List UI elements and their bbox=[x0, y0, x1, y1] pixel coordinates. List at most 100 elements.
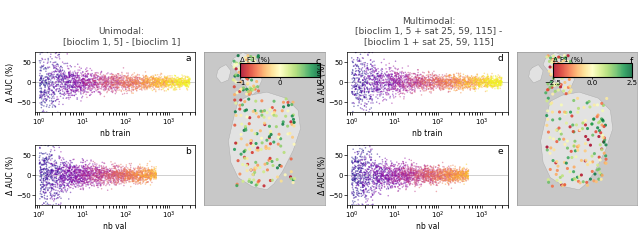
Point bbox=[426, 172, 436, 176]
Point bbox=[88, 178, 99, 181]
Point bbox=[396, 177, 406, 181]
Point bbox=[355, 57, 365, 61]
Point bbox=[86, 173, 96, 177]
Point bbox=[493, 73, 503, 77]
Point bbox=[401, 174, 411, 178]
Point bbox=[152, 80, 162, 84]
Point bbox=[47, 89, 57, 93]
Point bbox=[397, 70, 407, 74]
Point bbox=[356, 176, 366, 179]
Point bbox=[431, 173, 442, 177]
Point bbox=[92, 84, 102, 88]
Point bbox=[372, 169, 382, 173]
Point bbox=[422, 169, 433, 173]
Point bbox=[351, 64, 362, 68]
Point bbox=[483, 85, 493, 89]
Point bbox=[86, 178, 96, 181]
Point bbox=[442, 78, 452, 82]
Point bbox=[182, 80, 193, 84]
Point bbox=[76, 66, 86, 70]
Point bbox=[46, 171, 56, 174]
Point bbox=[371, 173, 381, 177]
Point bbox=[57, 175, 67, 179]
Point bbox=[366, 195, 376, 199]
Point bbox=[446, 178, 456, 182]
Point bbox=[45, 60, 56, 64]
Point bbox=[420, 169, 430, 173]
Point bbox=[49, 176, 60, 180]
Point bbox=[68, 187, 78, 190]
Point bbox=[133, 170, 143, 174]
Point bbox=[128, 85, 138, 89]
Point bbox=[113, 172, 124, 176]
Point bbox=[65, 71, 76, 75]
Point bbox=[68, 70, 78, 74]
Point bbox=[74, 173, 84, 177]
Point bbox=[438, 80, 449, 84]
Point bbox=[177, 83, 188, 87]
Point bbox=[54, 168, 64, 171]
Point bbox=[180, 82, 190, 86]
Point bbox=[59, 183, 69, 187]
Point bbox=[370, 187, 380, 191]
Point bbox=[42, 78, 52, 82]
Point bbox=[392, 78, 402, 81]
Point bbox=[111, 173, 122, 177]
Point bbox=[463, 77, 473, 81]
Point bbox=[380, 180, 390, 184]
Point bbox=[439, 179, 449, 183]
Point bbox=[360, 184, 370, 188]
Point bbox=[441, 81, 451, 84]
Point bbox=[48, 177, 58, 181]
Point bbox=[98, 83, 108, 86]
Point bbox=[546, 72, 556, 76]
Point bbox=[412, 82, 422, 85]
Point bbox=[125, 171, 135, 175]
Point bbox=[36, 91, 46, 95]
Point bbox=[62, 163, 72, 167]
Point bbox=[76, 180, 86, 183]
Point bbox=[129, 174, 140, 177]
Point bbox=[395, 168, 405, 172]
Point bbox=[362, 77, 372, 81]
Point bbox=[137, 82, 147, 85]
Point bbox=[97, 82, 107, 86]
Point bbox=[403, 78, 413, 82]
Text: b: b bbox=[185, 147, 191, 156]
Point bbox=[48, 170, 58, 174]
Point bbox=[349, 168, 359, 171]
Point bbox=[65, 75, 75, 79]
Point bbox=[148, 83, 158, 86]
Point bbox=[157, 82, 168, 86]
Point bbox=[569, 177, 579, 181]
Point bbox=[50, 171, 60, 175]
Point bbox=[385, 89, 395, 92]
Point bbox=[83, 79, 93, 82]
Point bbox=[447, 80, 458, 84]
Point bbox=[140, 174, 150, 177]
Point bbox=[84, 93, 95, 97]
Point bbox=[280, 173, 291, 177]
Point bbox=[85, 80, 95, 84]
Point bbox=[154, 82, 164, 85]
Point bbox=[437, 78, 447, 81]
Point bbox=[415, 173, 426, 177]
Point bbox=[415, 82, 426, 86]
Point bbox=[470, 86, 480, 90]
Point bbox=[367, 89, 377, 93]
Point bbox=[411, 76, 421, 80]
Point bbox=[141, 173, 151, 177]
Point bbox=[103, 173, 113, 177]
Point bbox=[64, 181, 74, 184]
Point bbox=[370, 63, 380, 67]
Point bbox=[163, 79, 173, 83]
Point bbox=[124, 168, 134, 171]
Point bbox=[147, 174, 157, 177]
Point bbox=[65, 169, 75, 173]
Point bbox=[157, 82, 168, 86]
Point bbox=[444, 175, 454, 179]
Point bbox=[69, 168, 79, 172]
Point bbox=[90, 166, 100, 170]
Point bbox=[146, 172, 156, 176]
Point bbox=[410, 173, 420, 177]
